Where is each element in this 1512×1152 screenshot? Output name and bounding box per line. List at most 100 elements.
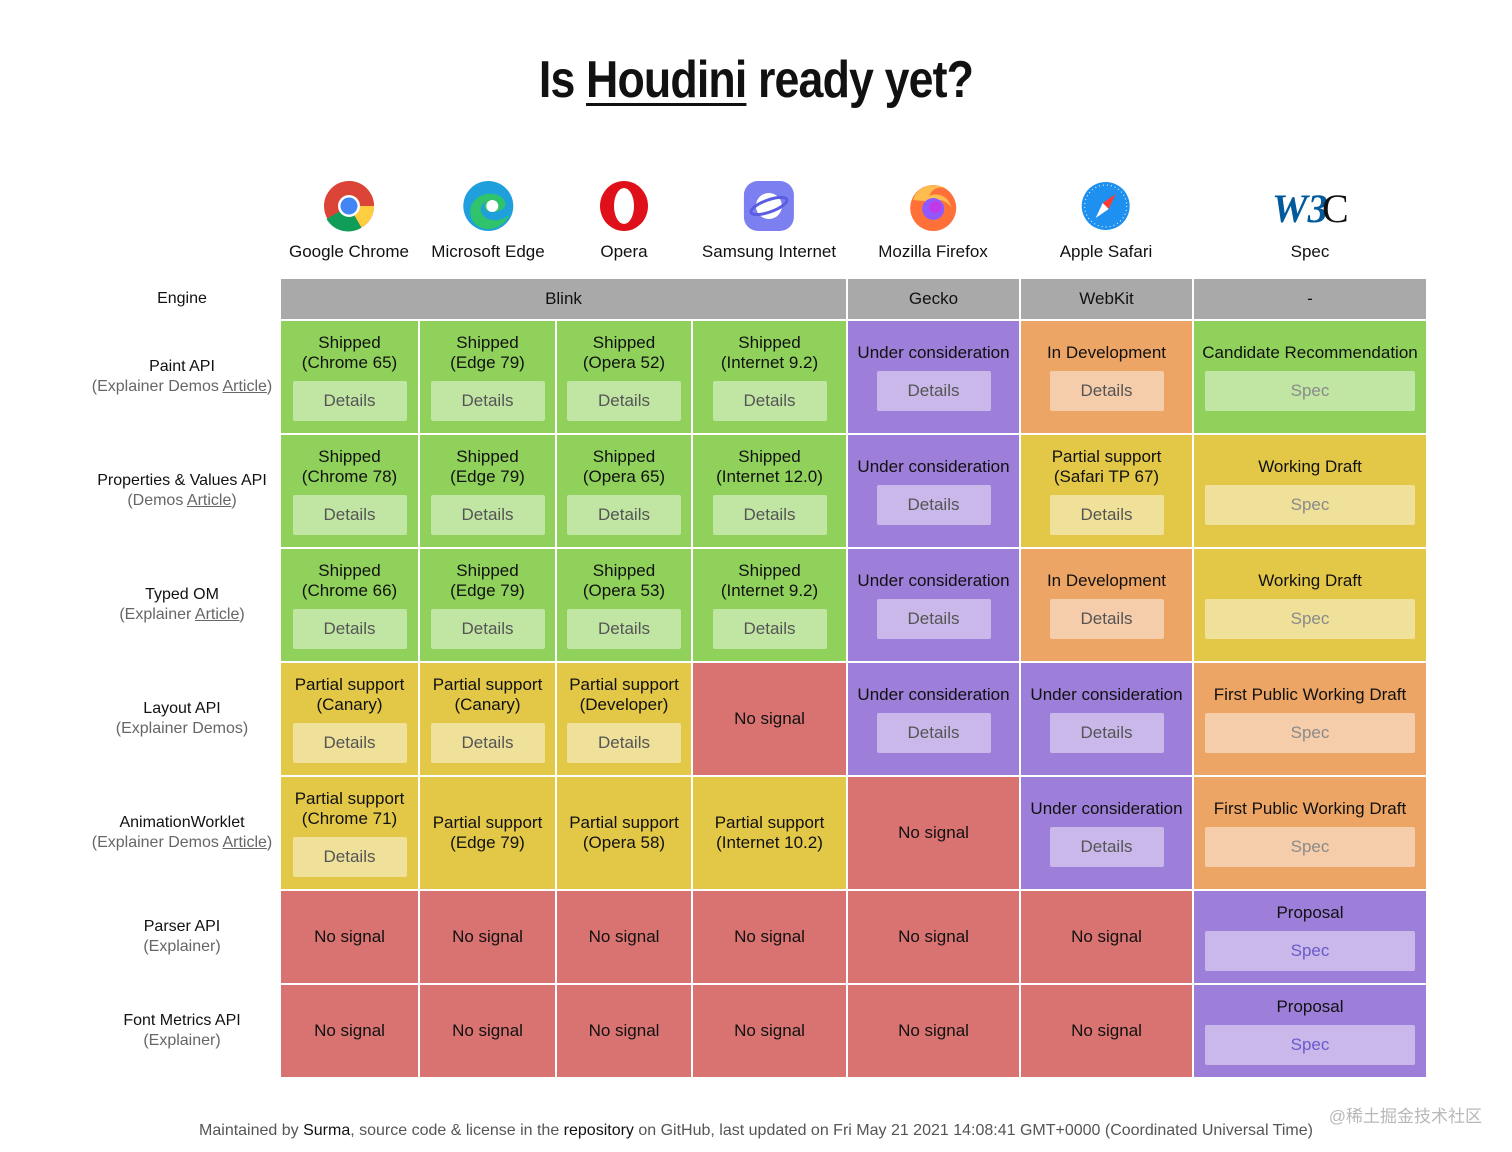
details-button[interactable]: Details xyxy=(567,381,681,421)
houdini-link[interactable]: Houdini xyxy=(586,51,747,109)
support-cell: Working Draft Spec xyxy=(1194,549,1426,661)
details-button[interactable]: Details xyxy=(292,609,407,649)
details-button[interactable]: Details xyxy=(876,485,991,525)
links-text[interactable]: (Explainer) xyxy=(143,1032,221,1049)
browser-header-opera: Opera xyxy=(598,180,650,262)
article-link[interactable]: Article xyxy=(222,834,267,851)
spec-button[interactable]: Spec xyxy=(1205,371,1415,411)
api-links[interactable]: (Explainer Demos Article) xyxy=(82,377,282,397)
support-status: No signal xyxy=(898,927,969,946)
support-cell: Shipped (Chrome 78) Details xyxy=(281,435,418,547)
support-status: In Development xyxy=(1046,343,1167,362)
browser-header-chrome: Google Chrome xyxy=(289,180,409,262)
support-cell: Shipped (Internet 9.2) Details xyxy=(693,549,846,661)
details-button[interactable]: Details xyxy=(712,609,827,649)
browser-name: Samsung Internet xyxy=(701,242,837,261)
support-status: Shipped (Edge 79) xyxy=(450,447,525,486)
api-links[interactable]: (Explainer Demos) xyxy=(82,719,282,739)
row-label: Layout API (Explainer Demos) xyxy=(82,699,282,739)
support-status: Partial support (Developer) xyxy=(569,675,679,714)
author-link[interactable]: Surma xyxy=(303,1122,351,1139)
article-link[interactable]: Article xyxy=(186,492,232,509)
spec-button[interactable]: Spec xyxy=(1205,485,1415,525)
details-button[interactable]: Details xyxy=(712,381,827,421)
support-status: Shipped (Edge 79) xyxy=(450,561,525,600)
row-label: AnimationWorklet (Explainer Demos Article… xyxy=(82,813,282,853)
details-button[interactable]: Details xyxy=(1049,827,1164,867)
details-button[interactable]: Details xyxy=(1049,495,1164,535)
spec-button[interactable]: Spec xyxy=(1205,599,1415,639)
support-status: Partial support (Internet 10.2) xyxy=(714,813,825,852)
details-button[interactable]: Details xyxy=(567,495,681,535)
api-links[interactable]: (Explainer) xyxy=(82,1031,282,1051)
engine-gecko: Gecko xyxy=(848,279,1019,319)
spec-button[interactable]: Spec xyxy=(1205,1025,1415,1065)
details-button[interactable]: Details xyxy=(430,723,545,763)
details-button[interactable]: Details xyxy=(712,495,827,535)
browser-header-samsung: Samsung Internet xyxy=(702,180,836,262)
support-status: Shipped (Edge 79) xyxy=(450,333,525,372)
support-cell: Partial support (Internet 10.2) xyxy=(693,777,846,889)
details-button[interactable]: Details xyxy=(876,371,991,411)
article-link[interactable]: Article xyxy=(222,378,267,395)
links-text[interactable]: (Explainer Demos xyxy=(91,834,223,851)
details-button[interactable]: Details xyxy=(1049,713,1164,753)
footer-text: Maintained by xyxy=(199,1122,304,1139)
spec-button[interactable]: Spec xyxy=(1205,931,1415,971)
samsung-internet-icon xyxy=(743,181,794,231)
details-button[interactable]: Details xyxy=(430,381,545,421)
support-status: No signal xyxy=(588,927,660,946)
details-button[interactable]: Details xyxy=(430,495,545,535)
support-status: No signal xyxy=(898,823,969,842)
title-suffix: ready yet? xyxy=(758,51,974,109)
details-button[interactable]: Details xyxy=(876,713,991,753)
support-status: No signal xyxy=(452,927,523,946)
engine-label: Engine xyxy=(157,290,207,307)
links-text[interactable]: (Explainer Demos) xyxy=(115,720,249,737)
details-button[interactable]: Details xyxy=(292,381,407,421)
support-cell: No signal xyxy=(420,891,555,983)
row-label: Properties & Values API (Demos Article) xyxy=(82,471,282,511)
browser-name: Mozilla Firefox xyxy=(878,242,988,261)
support-status: Under consideration xyxy=(857,457,1010,476)
support-status: Shipped (Opera 65) xyxy=(582,447,666,486)
spec-button[interactable]: Spec xyxy=(1205,827,1415,867)
support-cell: First Public Working Draft Spec xyxy=(1194,777,1426,889)
api-links[interactable]: (Explainer) xyxy=(82,937,282,957)
support-status: Shipped (Chrome 65) xyxy=(301,333,398,372)
support-cell: No signal xyxy=(693,891,846,983)
support-cell: Shipped (Opera 65) Details xyxy=(557,435,691,547)
links-text[interactable]: (Explainer Demos xyxy=(91,378,223,395)
api-links[interactable]: (Demos Article) xyxy=(82,491,282,511)
article-link[interactable]: Article xyxy=(194,606,240,623)
row-label: Typed OM (Explainer Article) xyxy=(82,585,282,625)
support-cell: Partial support (Opera 58) xyxy=(557,777,691,889)
repository-link[interactable]: repository xyxy=(563,1122,634,1139)
browser-name: Opera xyxy=(600,242,648,261)
links-text[interactable]: (Explainer xyxy=(119,606,195,623)
api-links[interactable]: (Explainer Demos Article) xyxy=(82,833,282,853)
footer-text: , source code & license in the xyxy=(350,1122,564,1139)
firefox-icon xyxy=(910,185,956,231)
support-cell: No signal xyxy=(557,985,691,1077)
support-cell: Under consideration Details xyxy=(848,321,1019,433)
details-button[interactable]: Details xyxy=(430,609,545,649)
details-button[interactable]: Details xyxy=(876,599,991,639)
details-button[interactable]: Details xyxy=(1049,599,1164,639)
details-button[interactable]: Details xyxy=(292,495,407,535)
api-name: Layout API xyxy=(143,700,221,717)
support-cell: In Development Details xyxy=(1021,549,1192,661)
support-cell: Shipped (Internet 12.0) Details xyxy=(693,435,846,547)
api-links[interactable]: (Explainer Article) xyxy=(82,605,282,625)
links-text[interactable]: (Demos xyxy=(127,492,187,509)
links-text[interactable]: (Explainer) xyxy=(143,938,221,955)
browser-name: Apple Safari xyxy=(1059,242,1153,261)
details-button[interactable]: Details xyxy=(1049,371,1164,411)
footer: Maintained by Surma, source code & licen… xyxy=(0,1122,1512,1140)
details-button[interactable]: Details xyxy=(292,723,407,763)
details-button[interactable]: Details xyxy=(567,723,681,763)
spec-button[interactable]: Spec xyxy=(1205,713,1415,753)
details-button[interactable]: Details xyxy=(567,609,681,649)
support-status: Under consideration xyxy=(857,685,1010,704)
details-button[interactable]: Details xyxy=(292,837,407,877)
